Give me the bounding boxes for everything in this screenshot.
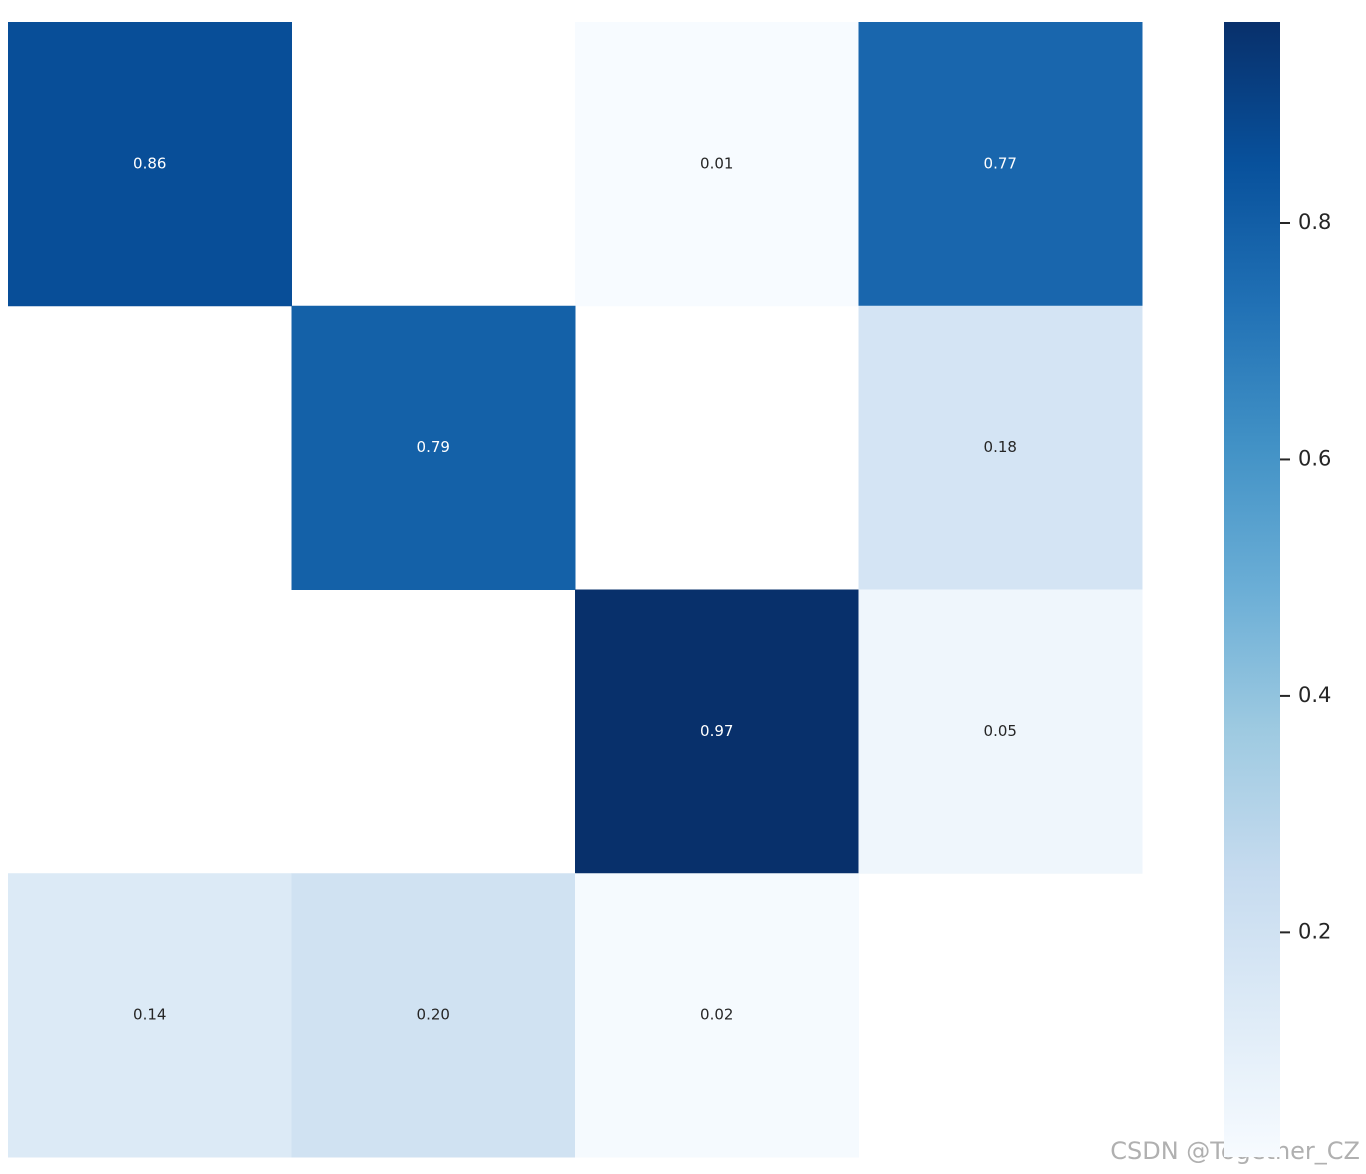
cell-label: 0.02 xyxy=(700,1006,733,1024)
heatmap-cell xyxy=(858,305,1143,590)
cell-label: 0.01 xyxy=(700,154,733,172)
cell-label: 0.20 xyxy=(417,1006,450,1024)
cell-label: 0.05 xyxy=(984,722,1017,740)
heatmap-cell xyxy=(8,873,292,1158)
heatmap-cell xyxy=(858,22,1143,307)
cell-label: 0.77 xyxy=(984,154,1017,172)
heatmap-cell xyxy=(575,873,859,1158)
heatmap-cell xyxy=(291,305,576,590)
heatmap-cell xyxy=(858,589,1143,874)
heatmap-cell xyxy=(291,873,576,1158)
cell-label: 0.79 xyxy=(417,438,450,456)
heatmap-cell xyxy=(8,22,292,307)
colorbar-tick-label: 0.8 xyxy=(1298,210,1331,234)
colorbar xyxy=(1224,22,1280,1157)
colorbar-tick-label: 0.2 xyxy=(1298,919,1331,943)
heatmap-cell xyxy=(575,589,859,874)
cell-label: 0.14 xyxy=(133,1006,166,1024)
cell-label: 0.18 xyxy=(984,438,1017,456)
colorbar-tick-label: 0.4 xyxy=(1298,683,1331,707)
cell-label: 0.86 xyxy=(133,154,166,172)
colorbar-tick-label: 0.6 xyxy=(1298,446,1331,470)
cell-label: 0.97 xyxy=(700,722,733,740)
heatmap-cell xyxy=(575,22,859,307)
